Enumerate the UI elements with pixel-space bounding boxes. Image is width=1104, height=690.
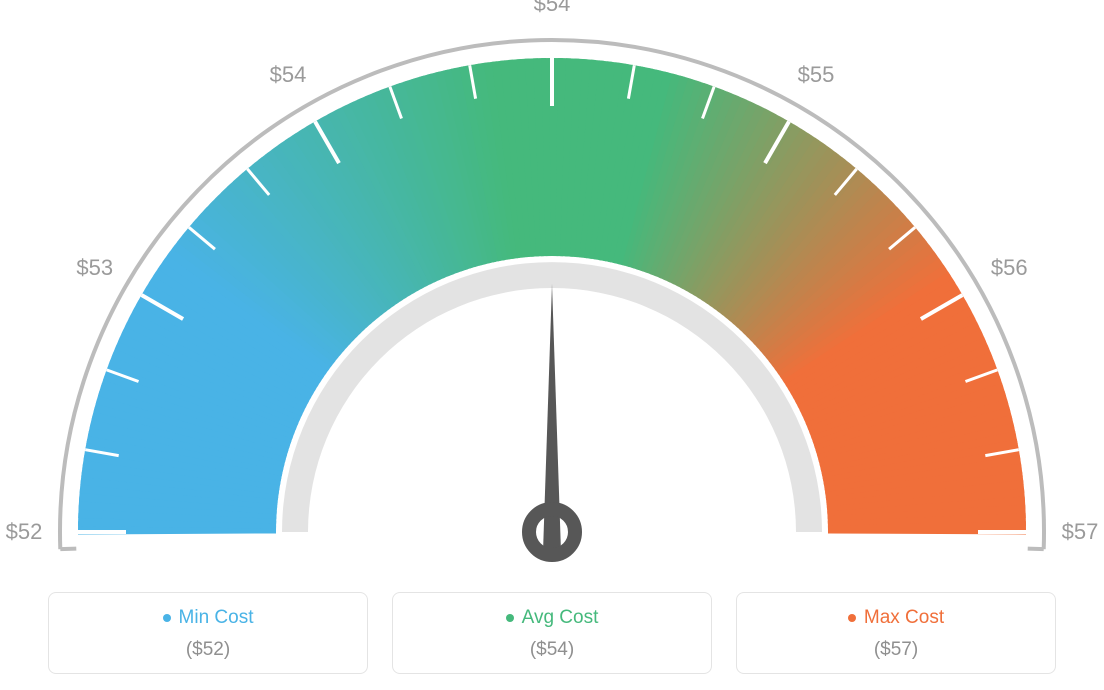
gauge-tick-label: $57: [1062, 519, 1099, 545]
legend-card-max: Max Cost ($57): [736, 592, 1056, 674]
chart-container: $52 $53 $54 $54 $55 $56 $57 Min Cost ($52) Avg…: [0, 0, 1104, 690]
gauge-tick-label: $52: [6, 519, 43, 545]
legend-card-min: Min Cost ($52): [48, 592, 368, 674]
gauge-svg: [0, 0, 1104, 580]
legend-title-min: Min Cost: [163, 607, 254, 629]
legend-title-text: Max Cost: [864, 607, 944, 629]
legend-title-text: Min Cost: [179, 607, 254, 629]
gauge-tick-label: $53: [76, 255, 113, 281]
legend-card-avg: Avg Cost ($54): [392, 592, 712, 674]
dot-icon: [848, 614, 856, 622]
gauge-tick-label: $54: [270, 62, 307, 88]
gauge: $52 $53 $54 $54 $55 $56 $57: [0, 0, 1104, 580]
legend-value-min: ($52): [49, 639, 367, 661]
gauge-tick-label: $56: [991, 255, 1028, 281]
legend-title-max: Max Cost: [848, 607, 944, 629]
gauge-tick-label: $54: [534, 0, 571, 17]
gauge-tick-label: $55: [798, 62, 835, 88]
legend-title-avg: Avg Cost: [506, 607, 599, 629]
legend-title-text: Avg Cost: [522, 607, 599, 629]
legend-value-avg: ($54): [393, 639, 711, 661]
dot-icon: [506, 614, 514, 622]
dot-icon: [163, 614, 171, 622]
legend-row: Min Cost ($52) Avg Cost ($54) Max Cost (…: [0, 592, 1104, 674]
legend-value-max: ($57): [737, 639, 1055, 661]
